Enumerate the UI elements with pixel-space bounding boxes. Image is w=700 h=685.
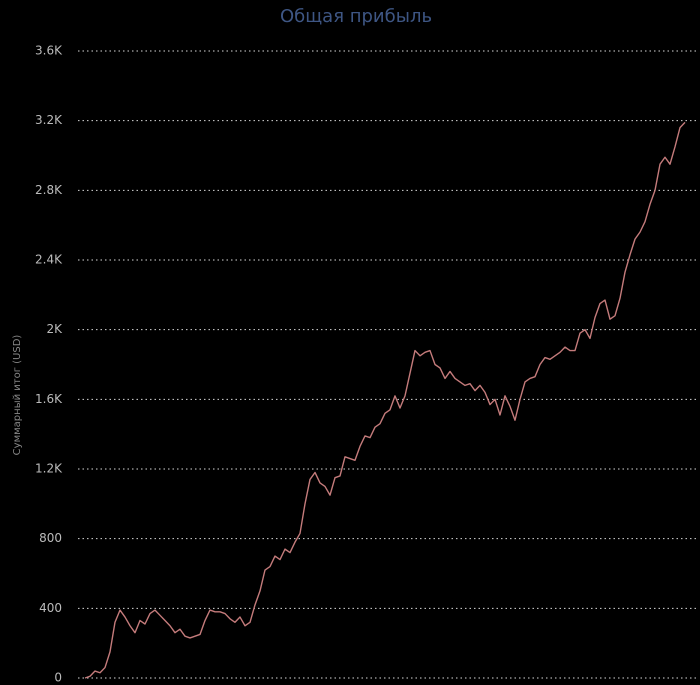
- profit-line: [84, 121, 686, 679]
- y-tick-label: 1.6K: [35, 392, 63, 406]
- y-axis-label: Суммарный итог (USD): [12, 335, 23, 456]
- y-tick-label: 1.2K: [35, 462, 63, 476]
- y-tick-label: 2K: [46, 322, 63, 336]
- y-tick-label: 800: [39, 531, 62, 545]
- y-tick-label: 3.6K: [35, 44, 63, 58]
- y-tick-label: 400: [39, 601, 62, 615]
- chart-title: Общая прибыль: [280, 6, 432, 27]
- y-tick-label: 3.2K: [35, 113, 63, 127]
- y-tick-label: 2.8K: [35, 183, 63, 197]
- y-tick-label: 0: [54, 671, 62, 685]
- y-tick-label: 2.4K: [35, 253, 63, 267]
